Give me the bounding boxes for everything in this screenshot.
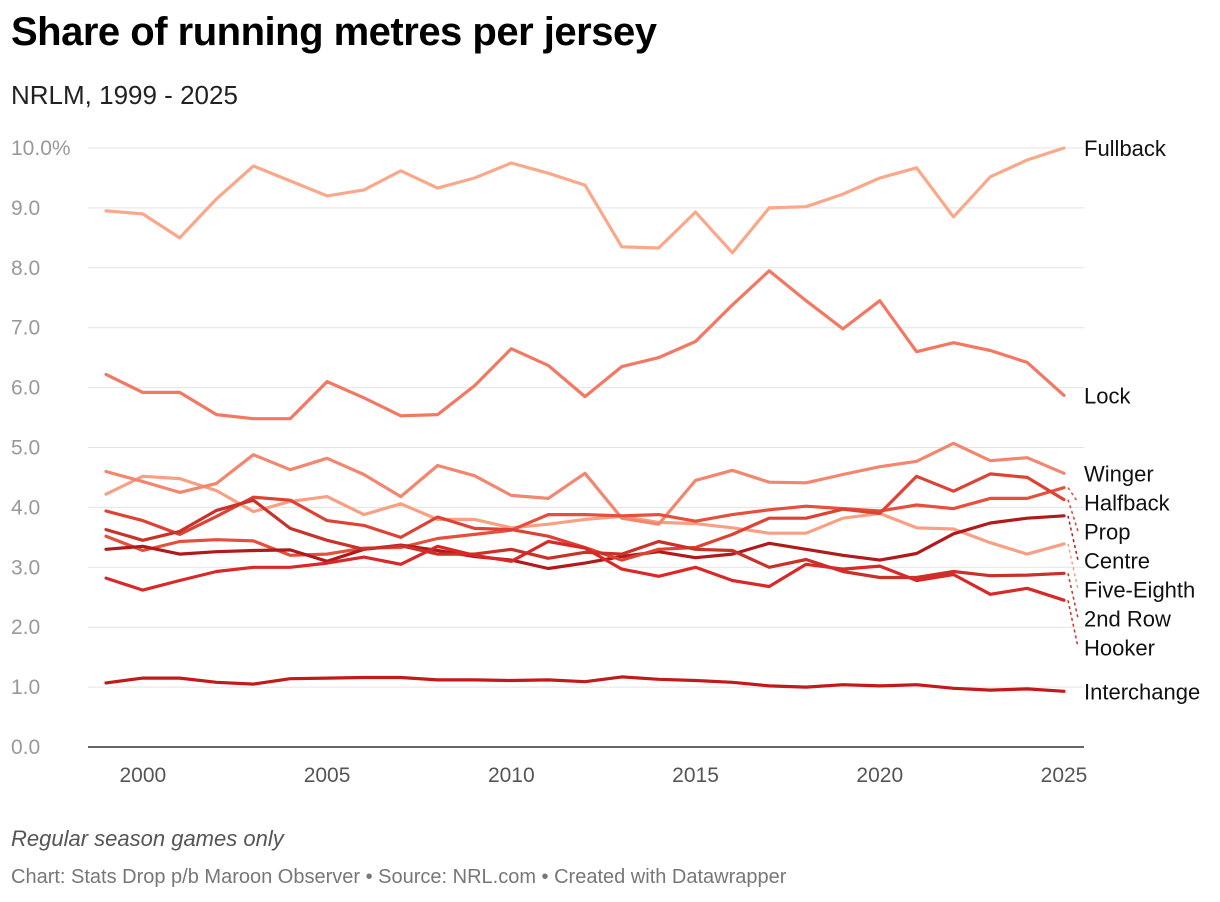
x-axis: 2000 2005 2010 2015 2020 2025 — [119, 764, 1087, 787]
series-line-interchange — [104, 675, 1066, 693]
series-labels: Fullback Lock Winger Halfback Prop Centre Five… — [1067, 136, 1200, 704]
y-tick-label: 8.0 — [11, 257, 40, 280]
series-label-winger: Winger — [1084, 461, 1154, 486]
chart-subtitle: NRLM, 1999 - 2025 — [11, 80, 238, 110]
series-label-fullback: Fullback — [1084, 136, 1167, 161]
series-label-centre: Centre — [1084, 548, 1150, 573]
series-line-2nd-row — [104, 498, 1066, 580]
label-connector-2nd-row — [1067, 573, 1079, 619]
series-label-hooker: Hooker — [1084, 635, 1155, 660]
series-line-halfback — [104, 486, 1066, 557]
y-tick-label: 9.0 — [11, 197, 40, 220]
x-tick-label: 2025 — [1041, 764, 1088, 787]
y-tick-label: 7.0 — [11, 317, 40, 340]
series-line-winger — [104, 441, 1066, 526]
chart-credit: Chart: Stats Drop p/b Maroon Observer • … — [11, 866, 787, 888]
chart-title: Share of running metres per jersey — [11, 10, 657, 54]
series-line-hooker — [104, 539, 1066, 602]
label-connector-hooker — [1067, 600, 1079, 648]
y-tick-label: 5.0 — [11, 437, 40, 460]
x-tick-label: 2015 — [672, 764, 719, 787]
x-tick-label: 2020 — [856, 764, 903, 787]
label-connector-centre — [1067, 515, 1079, 561]
series-line-fullback — [104, 146, 1066, 255]
x-tick-label: 2010 — [488, 764, 535, 787]
y-tick-label: 0.0 — [11, 736, 40, 759]
series-line-centre — [104, 514, 1066, 571]
series-line-lock — [104, 269, 1066, 421]
series-label-2nd-row: 2nd Row — [1084, 606, 1171, 631]
label-connector-halfback — [1067, 487, 1079, 503]
series-label-prop: Prop — [1084, 519, 1130, 544]
series-label-lock: Lock — [1084, 383, 1131, 408]
x-tick-label: 2005 — [304, 764, 351, 787]
series-label-five-eighth: Five-Eighth — [1084, 577, 1195, 602]
chart-note: Regular season games only — [11, 826, 284, 851]
gridlines — [88, 147, 1084, 748]
y-tick-label: 4.0 — [11, 496, 40, 519]
x-tick-label: 2000 — [119, 764, 166, 787]
label-connector-prop — [1067, 499, 1079, 532]
label-connector-five-eighth — [1067, 543, 1079, 590]
series-label-interchange: Interchange — [1084, 679, 1200, 704]
series-lines — [104, 146, 1066, 693]
y-tick-label: 1.0 — [11, 676, 40, 699]
y-axis: 0.0 1.0 2.0 3.0 4.0 5.0 6.0 7.0 8.0 9.0 10.0% — [11, 137, 71, 759]
y-tick-label: 3.0 — [11, 556, 40, 579]
y-tick-label: 10.0% — [11, 137, 71, 160]
y-tick-label: 2.0 — [11, 616, 40, 639]
series-label-halfback: Halfback — [1084, 490, 1171, 515]
y-tick-label: 6.0 — [11, 377, 40, 400]
